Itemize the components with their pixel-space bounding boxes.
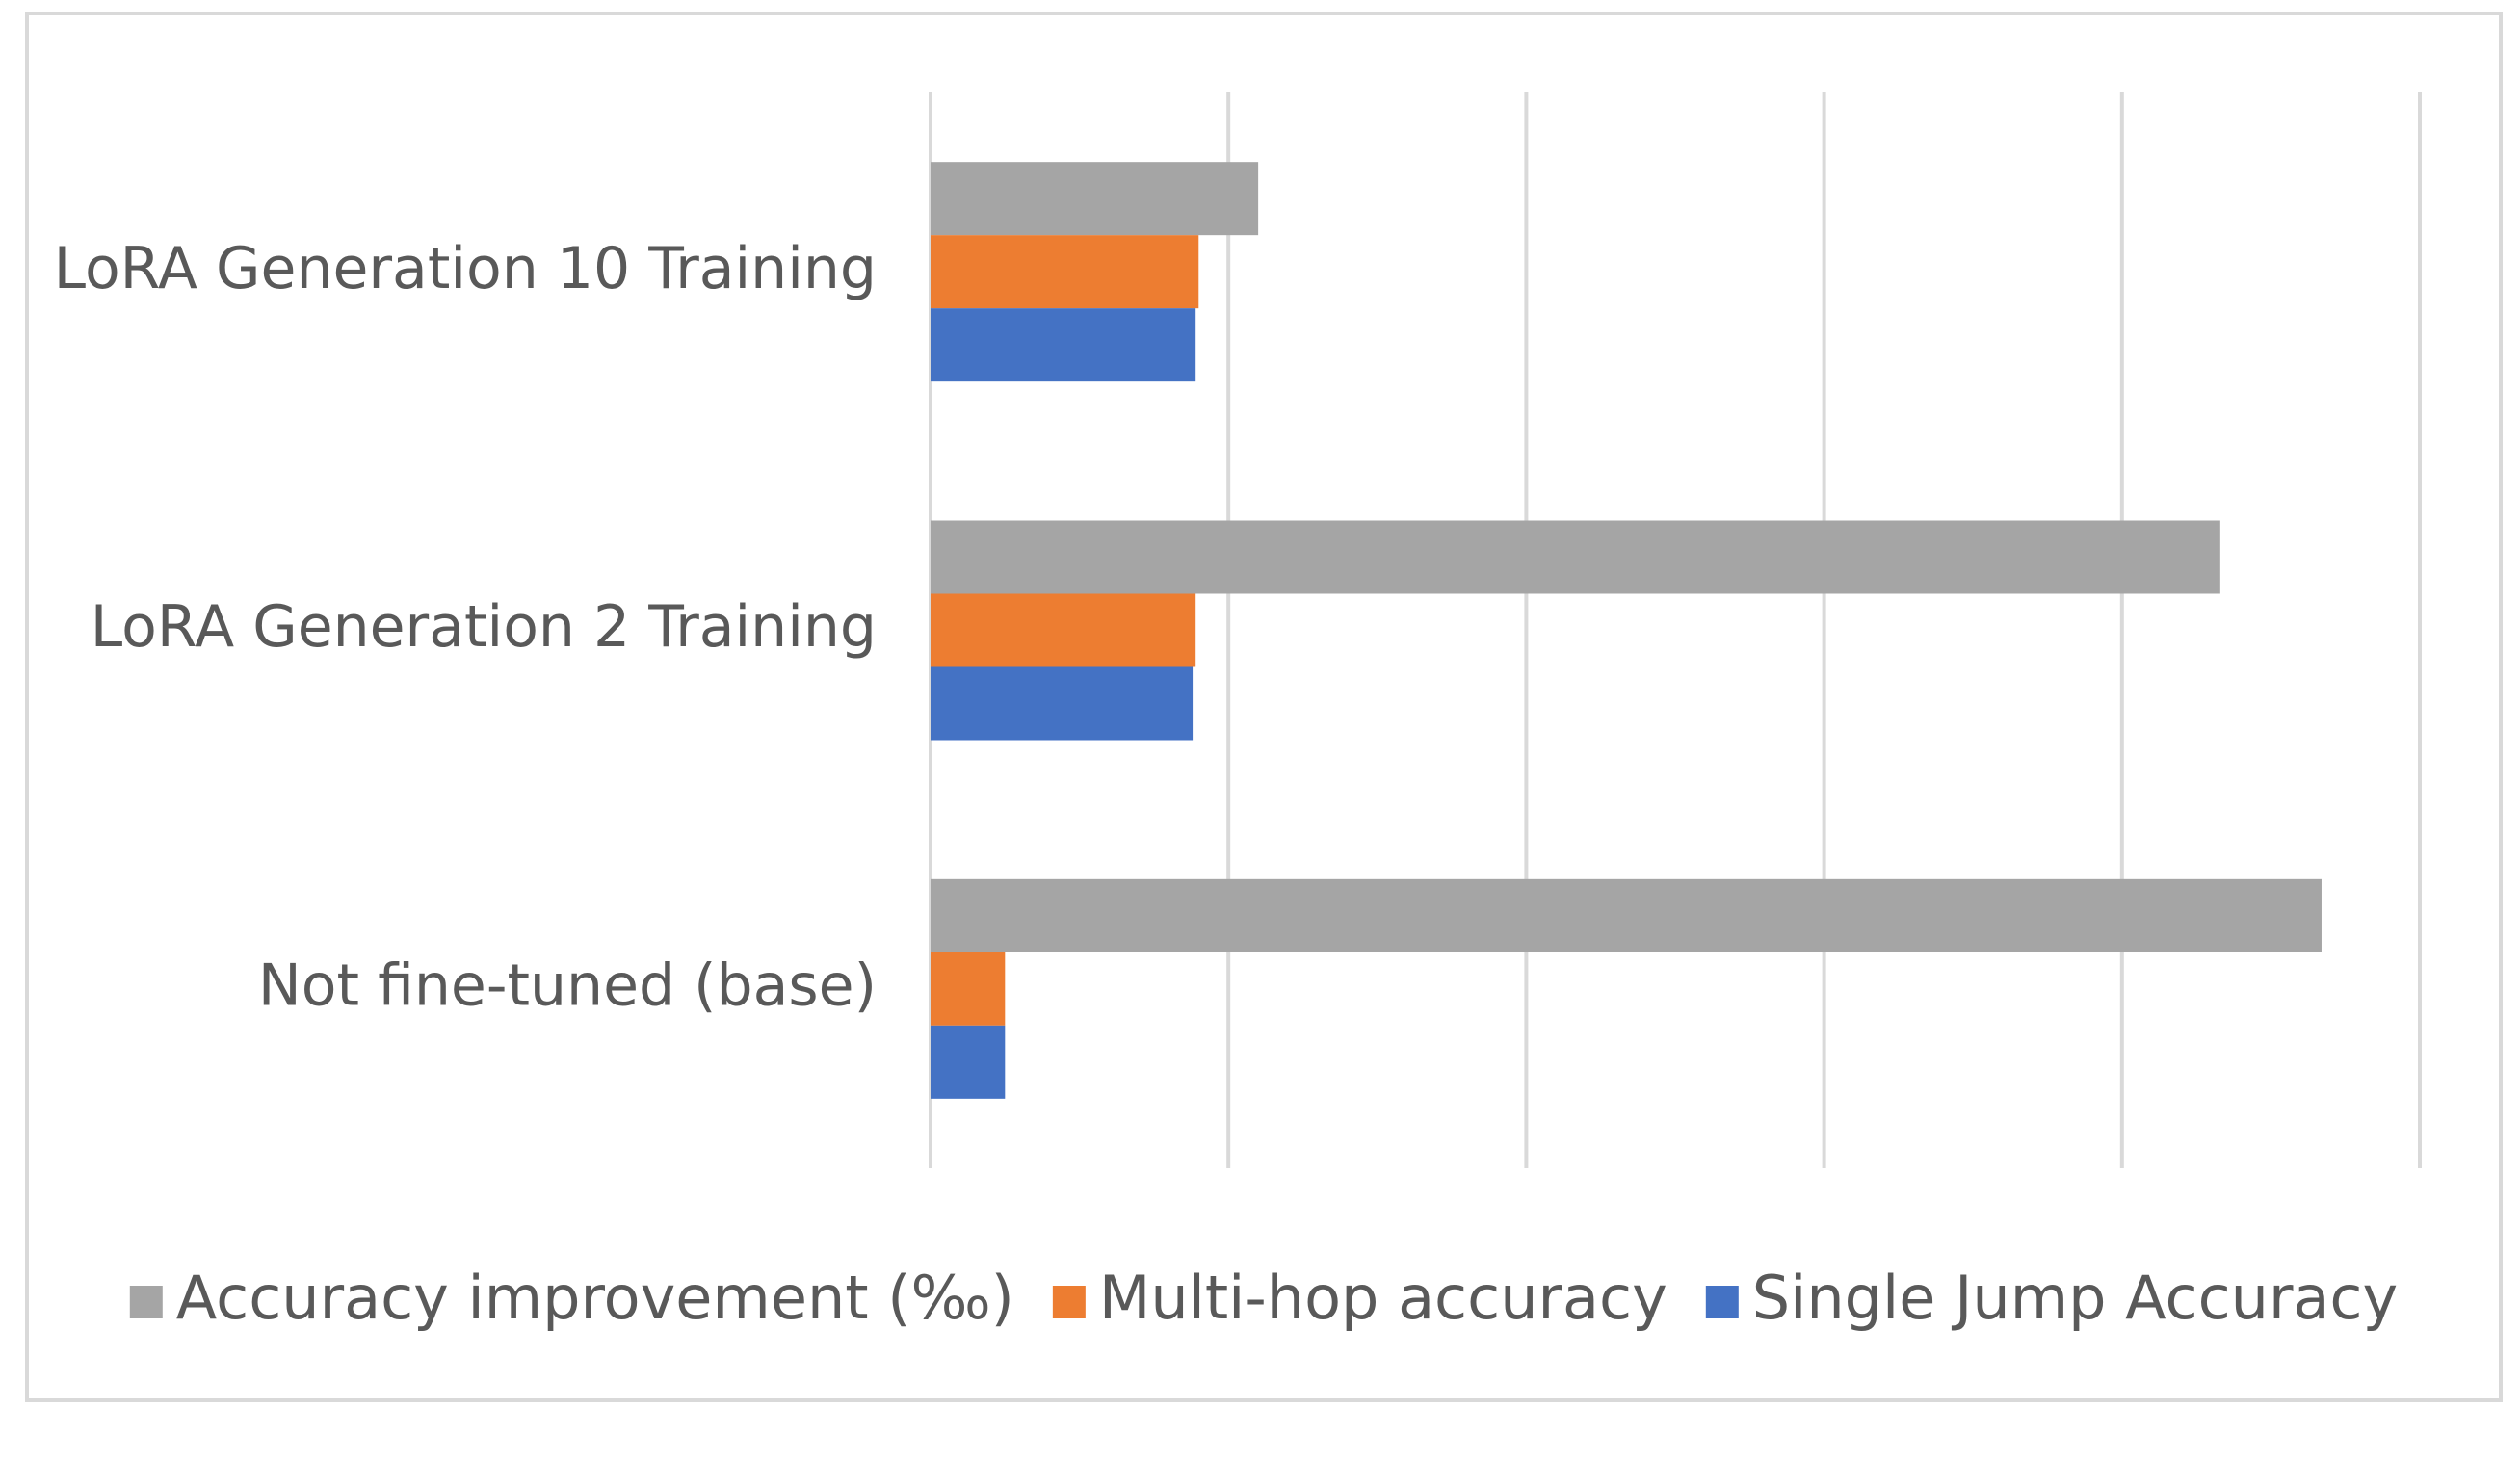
bar-multi-hop-accuracy-not-fine-tuned-base — [931, 952, 1006, 1026]
bar-single-jump-accuracy-lora-generation-10-training — [931, 308, 1196, 382]
legend-swatch-1 — [1052, 1286, 1086, 1318]
legend-item-0: Accuracy improvement (‰) — [129, 1263, 1014, 1333]
legend-swatch-0 — [129, 1286, 163, 1318]
category-label-1: LoRA Generation 2 Training — [91, 593, 877, 661]
bar-multi-hop-accuracy-lora-generation-2-training — [931, 593, 1196, 667]
legend-item-2: Single Jump Accuracy — [1705, 1263, 2398, 1333]
legend-label-0: Accuracy improvement (‰) — [176, 1263, 1014, 1333]
legend-label-2: Single Jump Accuracy — [1752, 1263, 2398, 1333]
legend-label-1: Multi-hop accuracy — [1099, 1263, 1667, 1333]
chart-frame — [25, 12, 2503, 1402]
bar-single-jump-accuracy-lora-generation-2-training — [931, 666, 1194, 741]
bar-single-jump-accuracy-not-fine-tuned-base — [931, 1025, 1006, 1099]
bar-accuracy-improvement-lora-generation-10-training — [931, 162, 1259, 236]
category-labels: LoRA Generation 10 Training LoRA Generati… — [54, 235, 877, 1020]
category-label-0: LoRA Generation 10 Training — [54, 235, 877, 302]
bar-multi-hop-accuracy-lora-generation-10-training — [931, 235, 1199, 309]
category-label-2: Not fine-tuned (base) — [258, 952, 877, 1019]
legend: Accuracy improvement (‰) Multi-hop accura… — [129, 1263, 2398, 1333]
bar-accuracy-improvement-not-fine-tuned-base — [931, 878, 2322, 952]
legend-item-1: Multi-hop accuracy — [1052, 1263, 1667, 1333]
bar-accuracy-improvement-lora-generation-2-training — [931, 520, 2220, 594]
legend-swatch-2 — [1705, 1286, 1739, 1318]
bars — [931, 162, 2322, 1099]
